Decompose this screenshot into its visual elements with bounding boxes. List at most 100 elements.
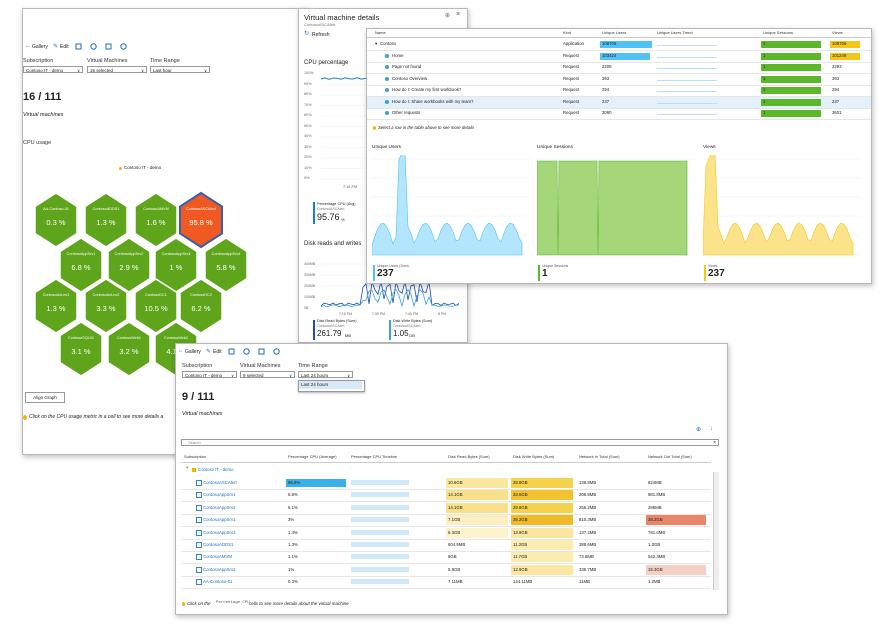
toolbar-icon (90, 43, 97, 50)
vm-name[interactable]: ContosoAppSrv1 (203, 492, 236, 498)
hex-name: ContosoAMVM (143, 207, 169, 211)
hex-value: 1.3 % (96, 218, 116, 227)
table-row[interactable] (367, 51, 871, 63)
cpu-cell[interactable]: 3% (288, 517, 295, 523)
dropdown-option[interactable]: Last 24 hours (299, 381, 362, 389)
table-row[interactable] (181, 489, 711, 503)
cell-shade (511, 490, 573, 501)
table-row[interactable] (181, 514, 711, 528)
sessions-bar (761, 98, 821, 106)
out-cell: 981.8MB (648, 492, 666, 498)
metric-name: Percentage CPU (Avg) (317, 202, 356, 206)
hex-cell (84, 192, 128, 248)
cpu-bar (286, 479, 346, 487)
hex-value: 1.6 % (146, 218, 166, 227)
hex-name: ContosoWeb2 (164, 336, 188, 340)
table-row[interactable] (367, 62, 871, 74)
hex-value: 10.5 % (144, 304, 168, 313)
group-caret: ▾ (186, 465, 189, 470)
table-row[interactable] (367, 108, 871, 120)
cpu-cell[interactable]: 6.1% (288, 504, 298, 510)
filter-dropdown[interactable]: Last 24 hours ∨ (298, 371, 353, 378)
toolbar-icon (258, 348, 265, 355)
vm-name[interactable]: ContosoAMVM (203, 554, 232, 560)
users-bar (600, 52, 650, 60)
metric-value: 1.05 (393, 329, 409, 338)
vm-name[interactable]: AA-Contoso-01 (203, 579, 233, 585)
hex-cell (34, 192, 78, 248)
cpu-cell[interactable]: 1.3% (288, 542, 298, 547)
table-row[interactable] (181, 539, 711, 552)
hex-cell (59, 237, 103, 293)
cpu-cell[interactable]: 6.8% (288, 492, 298, 498)
views-cell: 393 (832, 75, 840, 81)
cell-shade (511, 540, 573, 550)
table-row[interactable] (181, 564, 711, 577)
vm-name[interactable]: ContosoAppSrv1 (203, 517, 236, 523)
name-cell: Home (392, 52, 404, 58)
hex-cell (107, 237, 151, 293)
header-rule (367, 37, 871, 38)
page-icon (385, 111, 389, 115)
filter-dropdown[interactable]: 16 selected ∨ (87, 66, 147, 73)
vm-name[interactable]: ContosoAppSrv3 (203, 529, 236, 535)
search-box[interactable]: Search × (181, 439, 719, 446)
filter-dropdown[interactable]: Contoso IT - demo ∨ (23, 66, 83, 73)
cpu-cell[interactable]: 1.4% (288, 529, 298, 535)
y-tick-label: 400MB (304, 262, 316, 266)
download-icon[interactable]: ↓ (710, 426, 713, 432)
cpu-cell[interactable]: 0.3% (288, 579, 298, 585)
cell-shade (446, 478, 508, 488)
x-tick-label: 7:45 PM (405, 312, 419, 316)
search-placeholder: Search (188, 440, 201, 445)
table-row[interactable] (181, 477, 711, 490)
close-icon[interactable]: × (456, 11, 461, 18)
write-cell: 11.7GB (513, 554, 528, 560)
hex-cell (59, 321, 103, 377)
hex-cell (179, 278, 223, 334)
hex-cell (134, 192, 178, 248)
trend-line (657, 45, 717, 46)
pin-icon[interactable]: ⊕ (696, 427, 702, 433)
sessions-cell: 1 (763, 64, 766, 69)
refresh-button[interactable]: Refresh (312, 32, 330, 38)
filter-label: Subscription (23, 58, 54, 64)
vm-name[interactable]: ContosoAppSrv2 (203, 566, 236, 572)
vm-name[interactable]: ContosoADDS1 (203, 542, 234, 547)
header-rule (181, 462, 711, 463)
cpu-cell[interactable]: 1.1% (288, 554, 298, 560)
edit-button[interactable]: Edit (60, 44, 69, 50)
cpu-timeline (351, 517, 409, 523)
cpu-timeline (351, 566, 409, 572)
kind-cell: Request (563, 110, 580, 115)
sessions-cell: 1 (763, 41, 766, 46)
filter-dropdown[interactable]: Last hour ∨ (150, 66, 210, 73)
vm-name[interactable]: ContosoASCAlert (203, 480, 237, 485)
table-row[interactable] (181, 502, 711, 515)
column-header: Network Out Total (Sum) (648, 454, 692, 459)
footnote-code: Percentage CPU (216, 601, 250, 605)
table-row[interactable] (367, 74, 871, 86)
cpu-cell[interactable]: 95.8% (288, 480, 301, 485)
out-cell: 1.3GB (648, 542, 661, 547)
cpu-cell[interactable]: 1% (288, 566, 295, 572)
table-row[interactable] (181, 551, 711, 565)
edit-button[interactable]: Edit (213, 349, 222, 355)
table-row[interactable] (367, 96, 871, 109)
align-graph-button[interactable]: Align Graph (25, 392, 65, 403)
gallery-button[interactable]: Gallery (185, 349, 201, 355)
read-cell: 10.6GB (448, 480, 463, 485)
gallery-button[interactable]: Gallery (32, 44, 48, 50)
table-row[interactable] (181, 576, 711, 590)
filter-dropdown[interactable]: Contoso IT - demo ∨ (182, 371, 237, 378)
table-row[interactable] (367, 39, 871, 51)
filter-dropdown[interactable]: 9 selected ∨ (240, 371, 295, 378)
sessions-cell: 1 (763, 98, 766, 104)
footnote-start: Click on the (187, 601, 211, 606)
views-cell: 294 (832, 87, 840, 92)
pin-icon[interactable]: ⊕ (445, 13, 451, 19)
out-cell: 15.3GB (648, 566, 663, 572)
vm-name[interactable]: ContosoAppSrv2 (203, 504, 236, 510)
users-cell: 108706 (602, 41, 617, 46)
table-row[interactable] (181, 527, 711, 540)
